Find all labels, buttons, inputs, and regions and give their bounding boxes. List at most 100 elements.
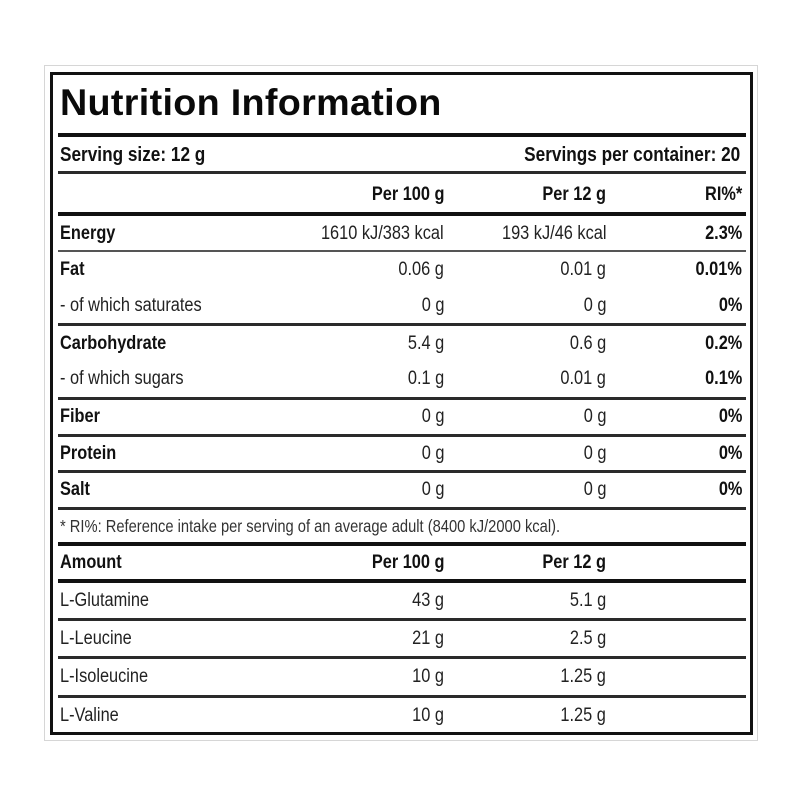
value-per-serving-text: 0 g [583,295,606,316]
value-per-100g-text: 0 g [421,479,444,500]
value-per-100g: 21 g [407,622,444,656]
nutrient-name-text: Protein [60,443,117,464]
value-per-serving: 0 g [580,437,606,471]
nutrient-name: Fat [60,253,89,287]
amino-table-header: Amount Per 100 g Per 12 g [60,546,744,580]
value-per-serving: 5.1 g [564,584,606,618]
value-per-serving-text: 193 kJ/46 kcal [501,223,606,244]
value-per-serving-text: 5.1 g [569,590,606,611]
value-per-100g-text: 1610 kJ/383 kcal [321,223,444,244]
value-per-100g-text: 43 g [412,590,444,611]
table-row: L-Leucine 21 g 2.5 g [60,622,744,656]
table-row: Fat 0.06 g 0.01 g 0.01% [60,253,744,287]
row-divider [58,695,746,698]
table-row: L-Isoleucine 10 g 1.25 g [60,660,744,694]
header-ri-text: RI%* [704,184,742,205]
table-row: Energy 1610 kJ/383 kcal 193 kJ/46 kcal 2… [60,217,744,251]
table-row: - of which sugars 0.1 g 0.01 g 0.1% [60,362,744,396]
servings-per-container: Servings per container: 20 [489,138,740,172]
value-per-serving: 0 g [580,400,606,434]
value-per-serving-text: 2.5 g [569,628,606,649]
row-divider [58,323,746,326]
table-row: - of which saturates 0 g 0 g 0% [60,289,744,323]
nutrient-name-text: Carbohydrate [60,333,167,354]
table-row: Fiber 0 g 0 g 0% [60,400,744,434]
servings-per-container-text: Servings per container: 20 [523,144,740,166]
value-per-100g: 0.1 g [402,362,444,396]
row-divider [58,618,746,621]
amino-name-text: L-Leucine [60,628,132,649]
value-per-100g-text: 0 g [421,443,444,464]
nutrition-label-box [50,72,753,735]
value-per-100g: 0.06 g [391,253,444,287]
value-per-serving-text: 0.01 g [560,259,606,280]
value-per-serving: 0.6 g [564,327,606,361]
nutrient-name: - of which saturates [60,289,225,323]
value-per-100g-text: 0.1 g [407,368,444,389]
amino-name: L-Valine [60,699,128,733]
amino-name: L-Glutamine [60,584,164,618]
value-per-serving-text: 1.25 g [560,705,606,726]
value-per-100g: 10 g [407,660,444,694]
table-row: L-Glutamine 43 g 5.1 g [60,584,744,618]
value-per-100g: 43 g [407,584,444,618]
header-per-100g: Per 100 g [360,178,444,212]
nutrient-name: Salt [60,473,95,507]
serving-size-text: Serving size: 12 g [60,144,206,166]
header-per-serving: Per 12 g [532,178,606,212]
value-per-serving-text: 0.6 g [569,333,606,354]
header-per-serving-text: Per 12 g [542,552,606,573]
nutrition-header-divider [58,212,746,216]
value-per-100g: 5.4 g [402,327,444,361]
amino-name-text: L-Isoleucine [60,666,149,687]
row-divider [58,507,746,510]
value-ri: 0% [715,473,742,507]
value-ri-text: 0% [718,479,742,500]
value-per-100g-text: 10 g [412,705,444,726]
table-row: L-Valine 10 g 1.25 g [60,699,744,733]
value-per-serving-text: 0 g [583,443,606,464]
ri-footnote: * RI%: Reference intake per serving of a… [60,510,655,542]
amino-name-text: L-Valine [60,705,119,726]
value-ri: 0% [715,400,742,434]
nutrient-name-text: - of which saturates [60,295,202,316]
value-ri: 2.3% [699,217,742,251]
value-per-serving-text: 0.01 g [560,368,606,389]
title-divider [58,133,746,137]
value-per-100g-text: 0 g [421,295,444,316]
table-row: Salt 0 g 0 g 0% [60,473,744,507]
header-per-100g-text: Per 100 g [371,552,444,573]
nutrient-name-text: Fiber [60,406,100,427]
value-ri: 0% [715,437,742,471]
value-per-100g: 0 g [418,437,444,471]
value-ri-text: 0.1% [704,368,742,389]
value-per-serving-text: 0 g [583,406,606,427]
value-ri: 0.2% [699,327,742,361]
nutrient-name: Protein [60,437,125,471]
header-amount-text: Amount [60,552,122,573]
header-per-serving: Per 12 g [532,546,606,580]
value-per-serving: 2.5 g [564,622,606,656]
value-per-serving-text: 0 g [583,479,606,500]
nutrient-name-text: Salt [60,479,90,500]
header-amount: Amount [60,546,132,580]
row-divider [58,656,746,659]
value-ri-text: 0% [718,443,742,464]
table-row: Protein 0 g 0 g 0% [60,437,744,471]
row-divider [58,470,746,473]
header-per-100g-text: Per 100 g [371,184,444,205]
value-ri: 0% [715,289,742,323]
value-per-100g: 0 g [418,473,444,507]
value-per-100g: 0 g [418,400,444,434]
value-per-serving: 0 g [580,473,606,507]
row-divider [58,250,746,252]
value-per-serving-text: 1.25 g [560,666,606,687]
value-per-100g-text: 10 g [412,666,444,687]
row-divider [58,434,746,437]
amino-name-text: L-Glutamine [60,590,150,611]
table-row: Carbohydrate 5.4 g 0.6 g 0.2% [60,327,744,361]
nutrient-name-text: Energy [60,223,116,244]
value-per-serving: 0.01 g [553,253,606,287]
value-ri-text: 0% [718,406,742,427]
value-per-serving: 193 kJ/46 kcal [485,217,606,251]
